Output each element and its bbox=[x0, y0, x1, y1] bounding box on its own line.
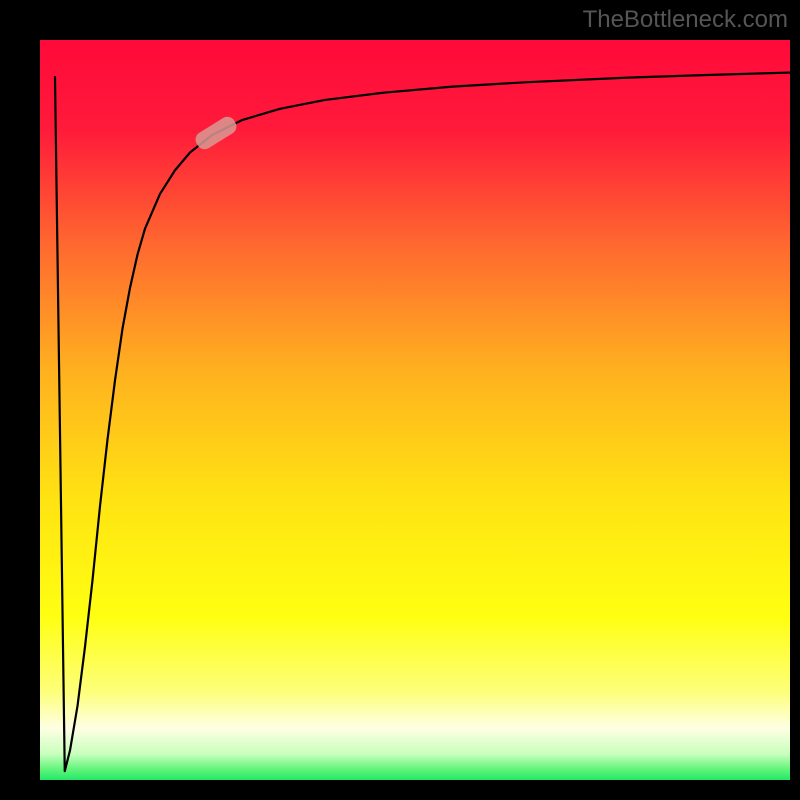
gradient-background bbox=[40, 40, 790, 780]
plot-area bbox=[40, 40, 790, 780]
plot-svg bbox=[40, 40, 790, 780]
figure-frame: TheBottleneck.com bbox=[0, 0, 800, 800]
watermark-text: TheBottleneck.com bbox=[583, 6, 788, 34]
